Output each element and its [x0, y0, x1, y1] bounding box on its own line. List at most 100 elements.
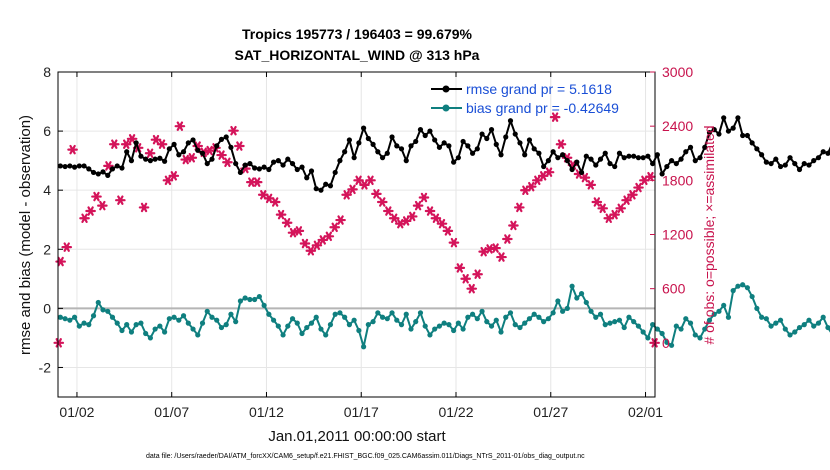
rmse-point: [564, 158, 570, 164]
obs-assimilated-point: [383, 206, 394, 216]
bias-point: [773, 320, 779, 326]
obs-assimilated-point: [579, 172, 591, 183]
title-line-1: Tropics 195773 / 196403 = 99.679%: [242, 26, 473, 42]
rmse-point: [811, 158, 817, 164]
bias-point: [67, 317, 73, 323]
bias-point: [484, 319, 490, 325]
bias-point: [541, 319, 547, 325]
rmse-point: [332, 169, 338, 176]
rmse-point: [427, 128, 433, 134]
bias-point: [550, 310, 556, 316]
obs-assimilated-point: [323, 231, 335, 242]
rmse-point: [787, 155, 793, 161]
rmse-point: [465, 143, 471, 149]
rmse-point: [759, 152, 765, 158]
obs-assimilated-point: [436, 218, 448, 229]
bias-point: [351, 317, 357, 323]
bias-point: [375, 310, 381, 316]
bias-point: [379, 314, 386, 320]
bias-point: [749, 293, 755, 300]
bias-point: [394, 317, 400, 323]
bias-point: [455, 320, 461, 326]
rmse-point: [479, 131, 485, 137]
rmse-point: [711, 127, 717, 133]
bias-point: [81, 320, 87, 326]
rmse-point: [327, 183, 334, 189]
rmse-point: [740, 132, 746, 139]
rmse-point: [683, 149, 689, 155]
y-right-tick-label: 0: [662, 335, 670, 351]
rmse-point: [119, 165, 125, 171]
rmse-point: [469, 150, 476, 156]
bias-point: [645, 335, 651, 341]
rmse-point: [294, 166, 300, 173]
obs-assimilated-point: [228, 125, 239, 136]
bias-point: [479, 308, 485, 314]
obs-assimilated-point: [639, 175, 650, 186]
rmse-point: [631, 153, 637, 159]
bias-point: [716, 308, 722, 314]
bias-point: [673, 323, 679, 329]
rmse-point: [782, 162, 788, 168]
obs-assimilated-point: [246, 177, 257, 187]
bias-point: [635, 323, 642, 329]
rmse-point: [507, 118, 514, 124]
obs-assimilated-point: [67, 144, 78, 155]
obs-assimilated-point: [621, 195, 632, 205]
bias-point: [365, 322, 371, 328]
rmse-point: [299, 164, 305, 170]
bias-point: [209, 314, 215, 320]
rmse-point: [687, 144, 694, 150]
bias-point: [759, 314, 765, 320]
obs-assimilated-point: [317, 235, 329, 245]
x-axis: 01/02 01/07 01/12 01/17 01/22 01/27 02/01: [59, 72, 663, 420]
y-left-tick-label: 2: [43, 241, 51, 257]
bias-point: [507, 310, 514, 316]
rmse-point: [270, 159, 277, 165]
rmse-point: [806, 162, 812, 168]
bias-point: [413, 319, 419, 325]
rmse-point: [432, 137, 438, 143]
obs-assimilated-point: [305, 246, 317, 256]
legend-rmse-marker: [442, 85, 450, 93]
rmse-point: [218, 136, 225, 142]
rmse-point: [716, 131, 722, 137]
rmse-point: [645, 153, 651, 159]
bias-point: [119, 327, 125, 334]
bias-point: [607, 320, 613, 326]
rmse-point: [659, 171, 665, 177]
rmse-point: [180, 149, 187, 155]
obs-assimilated-point: [514, 202, 525, 213]
bias-point: [526, 316, 533, 322]
rmse-point: [493, 141, 499, 147]
rmse-point: [356, 140, 362, 146]
obs-assimilated-point: [335, 215, 346, 225]
legend-bias-marker: [442, 104, 450, 112]
rmse-point: [143, 156, 149, 162]
bias-point: [228, 311, 234, 317]
x-tick-label: 01/22: [438, 404, 473, 420]
rmse-point: [124, 149, 130, 155]
rmse-point: [796, 166, 803, 173]
rmse-point: [308, 168, 315, 174]
bias-point: [408, 326, 414, 332]
rmse-point: [114, 163, 120, 169]
bias-point: [612, 319, 618, 325]
obs-assimilated-point: [168, 171, 180, 181]
bias-point: [138, 320, 144, 326]
rmse-point: [422, 132, 428, 139]
bias-point: [361, 344, 367, 350]
bias-point: [578, 290, 585, 297]
obs-assimilated-point: [156, 139, 168, 149]
bias-point: [825, 324, 830, 331]
bias-point: [626, 314, 632, 320]
rmse-point: [304, 175, 310, 181]
bias-point: [223, 322, 229, 328]
plot-frame: [57, 71, 656, 398]
obs-assimilated-point: [108, 139, 120, 149]
bias-point: [536, 314, 542, 320]
rmse-point: [801, 160, 807, 167]
bias-point: [787, 332, 793, 338]
rmse-point: [777, 163, 784, 170]
obs-assimilated-point: [186, 153, 198, 163]
